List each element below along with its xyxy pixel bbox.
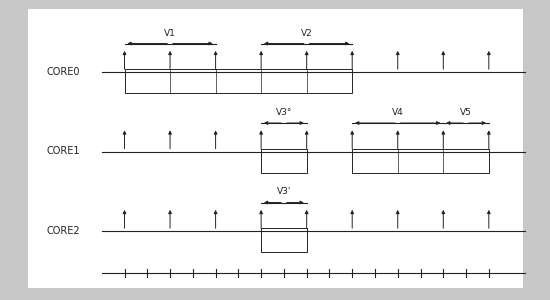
- Text: V3': V3': [277, 188, 291, 196]
- Bar: [261, 228, 307, 252]
- Text: V5: V5: [460, 108, 472, 117]
- Text: V3°: V3°: [276, 108, 292, 117]
- Text: CORE2: CORE2: [46, 226, 80, 236]
- Text: V4: V4: [392, 108, 404, 117]
- Text: V2: V2: [301, 28, 312, 38]
- Text: CORE1: CORE1: [47, 146, 80, 157]
- Bar: [352, 148, 489, 172]
- Text: V1: V1: [164, 28, 176, 38]
- Bar: [261, 148, 307, 172]
- Bar: [124, 69, 352, 93]
- Text: CORE0: CORE0: [47, 67, 80, 77]
